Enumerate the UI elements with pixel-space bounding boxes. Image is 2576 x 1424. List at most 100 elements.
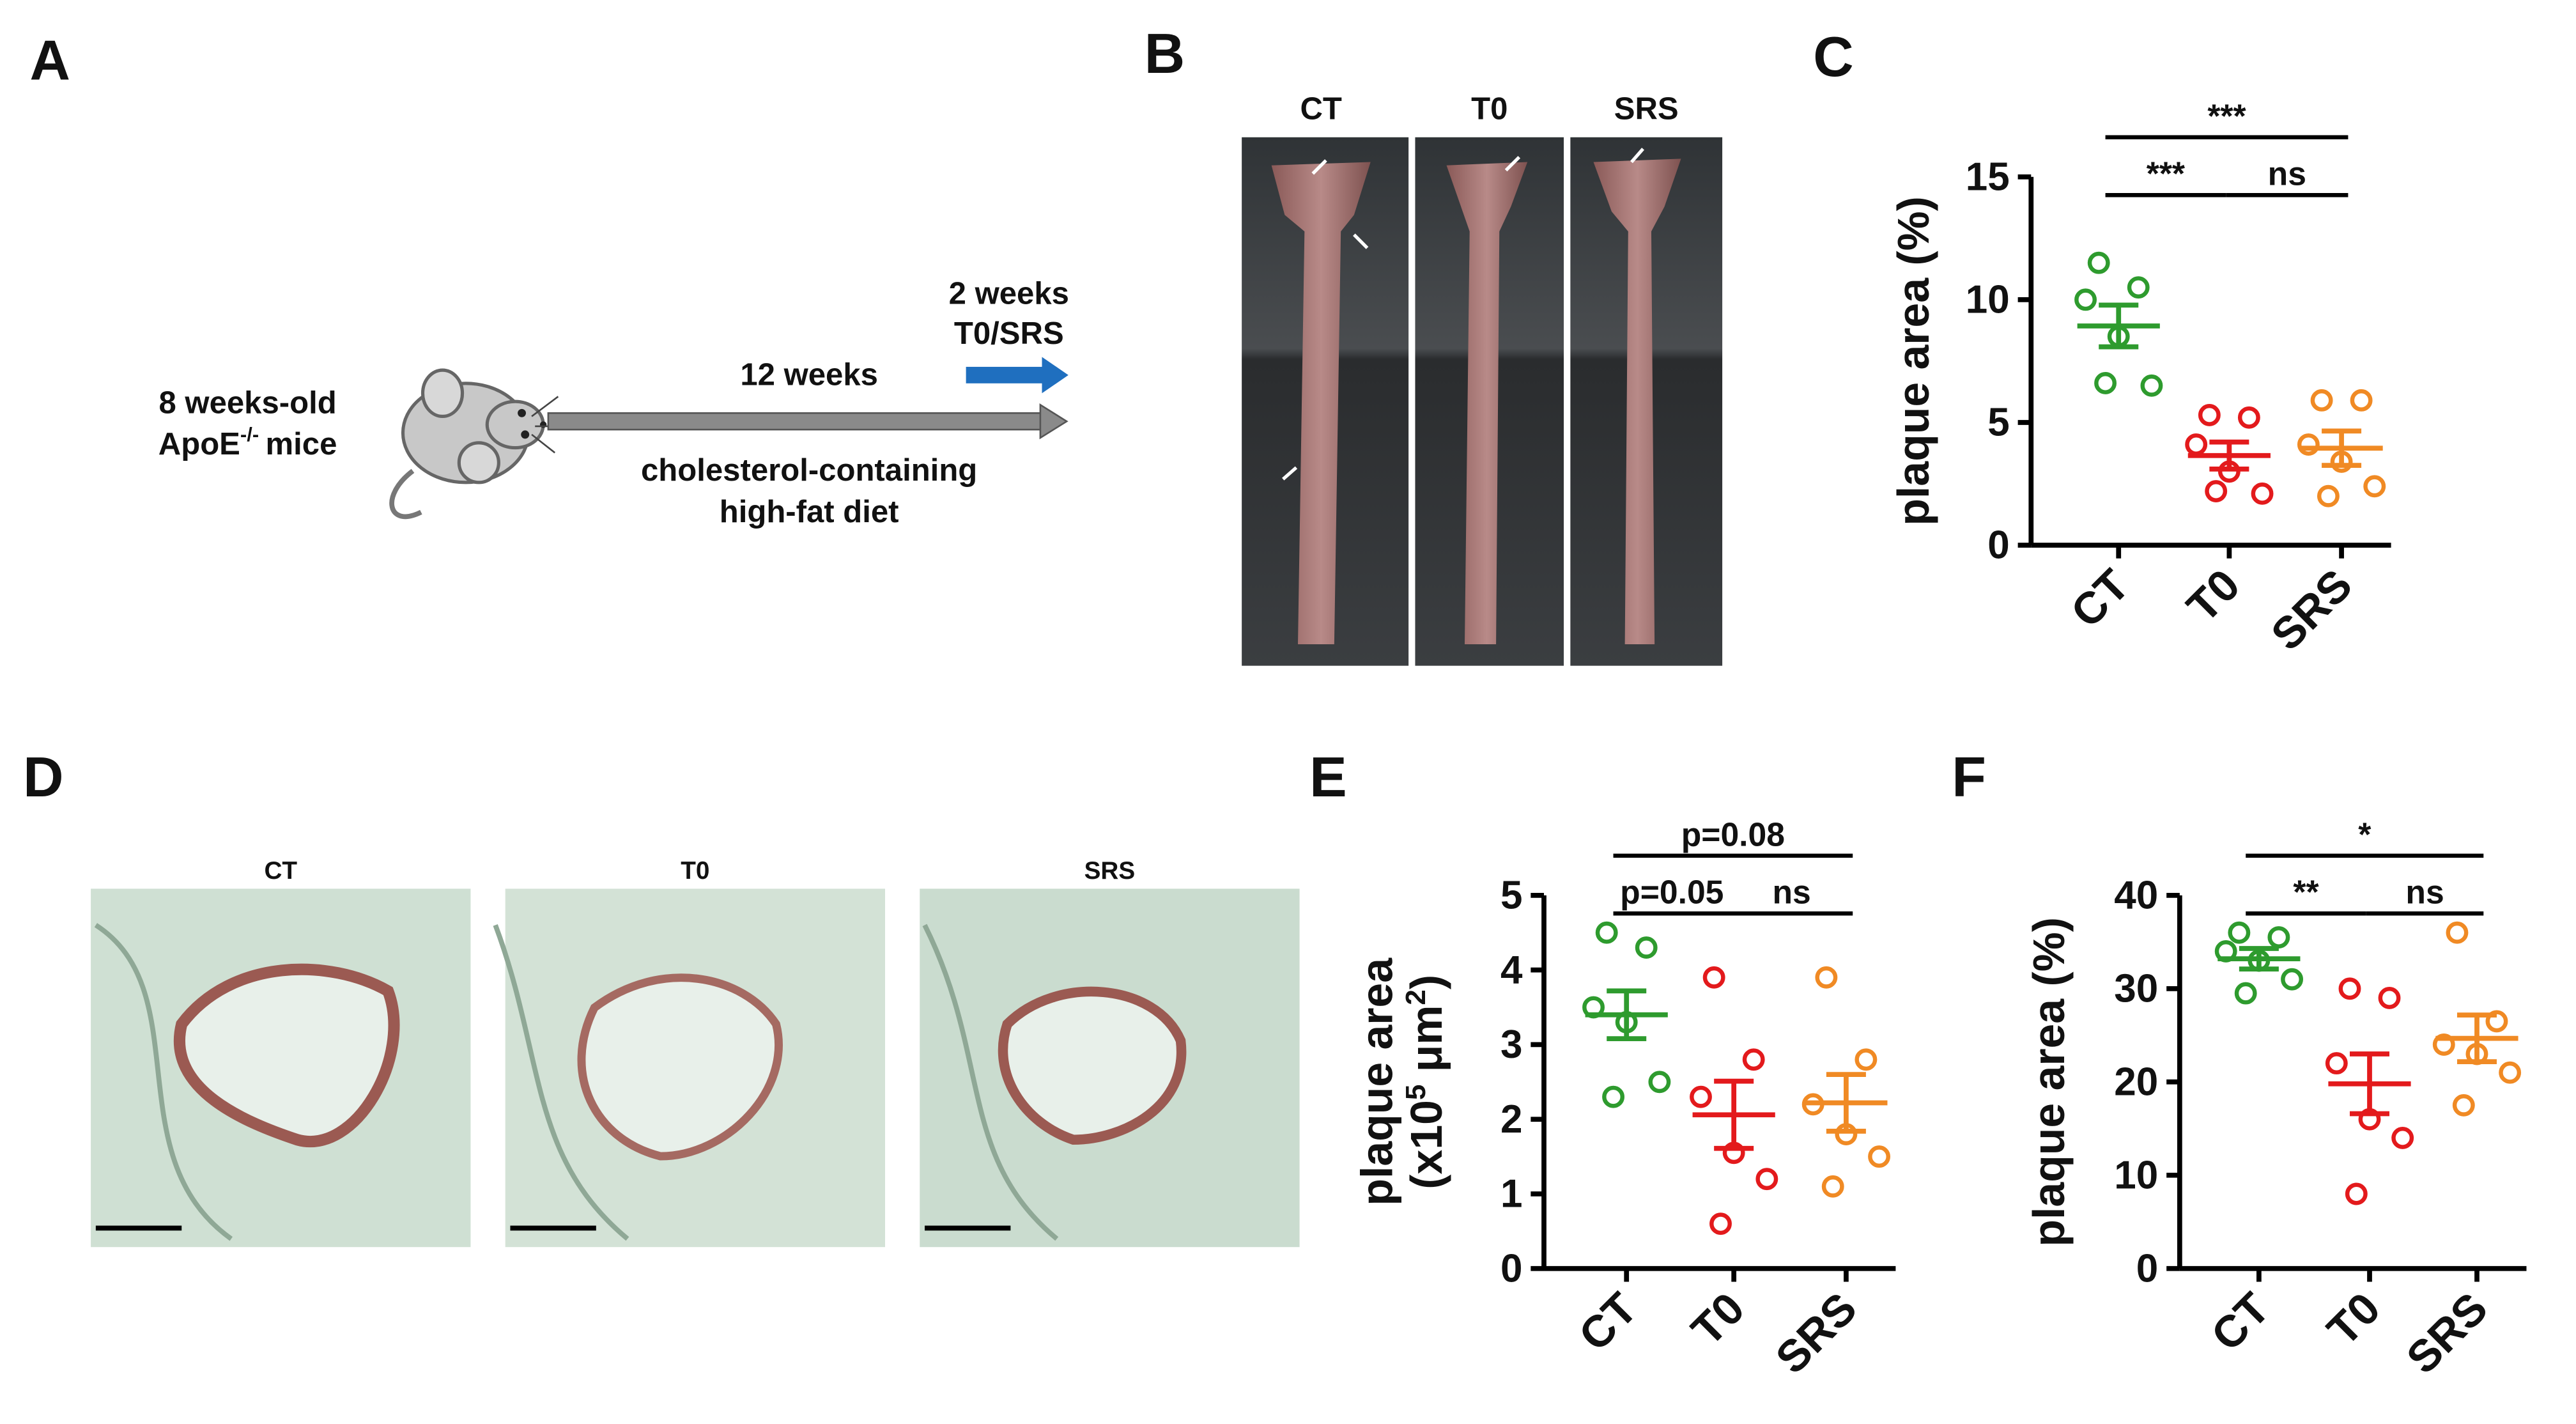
data-point (2074, 288, 2097, 311)
data-point (2378, 986, 2401, 1009)
y-tick-label: 1 (1500, 1172, 1522, 1216)
panel-label: C (1813, 25, 1853, 88)
data-point (2087, 251, 2110, 274)
significance-label: ns (1772, 874, 1810, 911)
diet-label: cholesterol-containing (641, 453, 977, 488)
data-point (1755, 1168, 1778, 1191)
data-point (2185, 433, 2208, 456)
x-tick-label: SRS (2262, 560, 2362, 660)
treatment-label: T0/SRS (954, 316, 1064, 351)
superscript: 5 (1400, 1085, 1431, 1100)
x-tick-label: SRS (2397, 1283, 2497, 1383)
data-point (2432, 1033, 2455, 1056)
mouse-label: 8 weeks-old (158, 385, 336, 420)
data-point (2140, 374, 2163, 397)
data-point (1821, 1175, 1844, 1198)
text: (x10 (1401, 1100, 1451, 1189)
data-point (2267, 926, 2290, 948)
histology-images: CT T0 SRS (91, 857, 1300, 1248)
diet-label: high-fat diet (720, 495, 899, 529)
panel-label: D (23, 745, 63, 809)
data-point (1709, 1212, 1732, 1235)
x-tick-label: T0 (2318, 1283, 2390, 1355)
data-point (2234, 982, 2257, 1005)
data-point (1742, 1048, 1765, 1071)
data-point (2391, 1126, 2414, 1149)
y-tick-label: 0 (2136, 1246, 2158, 1290)
data-point (2281, 968, 2303, 991)
panel-label: B (1145, 22, 1185, 85)
histology-label: SRS (1084, 857, 1136, 885)
data-point (1815, 966, 1838, 989)
x-tick-label: CT (1570, 1283, 1647, 1360)
data-point (2499, 1061, 2522, 1084)
photo-label: CT (1300, 91, 1341, 126)
data-point (1868, 1145, 1891, 1168)
schematic: 8 weeks-old ApoE-/- mice 12 weeks 2 weeks… (158, 277, 1069, 529)
y-tick-label: 2 (1500, 1097, 1522, 1142)
data-point (2198, 403, 2221, 426)
panel-label: A (30, 28, 70, 91)
histology-label: CT (264, 857, 297, 885)
data-point (2317, 484, 2340, 507)
superscript: -/- (240, 423, 259, 445)
x-tick-label: T0 (1682, 1283, 1754, 1355)
x-tick-label: CT (2202, 1283, 2279, 1360)
y-tick-label: 30 (2114, 966, 2158, 1010)
y-tick-label: 5 (1500, 873, 1522, 917)
data-point (2452, 1094, 2475, 1117)
y-tick-label: 10 (2114, 1153, 2158, 1197)
data-point (2228, 921, 2251, 944)
data-point (2350, 389, 2373, 412)
data-point (2251, 482, 2274, 505)
significance-label: ns (2268, 155, 2306, 192)
superscript: 2 (1400, 989, 1431, 1005)
y-tick-label: 3 (1500, 1023, 1522, 1067)
photo-label: SRS (1614, 91, 1679, 126)
y-axis-label: plaque area (1352, 957, 1401, 1206)
significance-label: p=0.08 (1681, 816, 1785, 853)
en-face-photos: CT T0 SRS (1242, 91, 1723, 666)
data-point (2325, 1052, 2348, 1075)
data-point (2363, 475, 2386, 498)
data-point (1595, 921, 1618, 944)
text: μm (1401, 1005, 1451, 1085)
histology-label: T0 (681, 857, 709, 885)
data-point (1602, 1085, 1624, 1108)
y-tick-label: 20 (2114, 1060, 2158, 1104)
duration-label: 12 weeks (740, 357, 878, 392)
text: ApoE (158, 427, 240, 461)
data-point (2338, 977, 2361, 1000)
x-tick-label: CT (2062, 560, 2139, 637)
text: mice (266, 427, 337, 461)
data-point (2297, 433, 2320, 456)
panel-label: F (1952, 745, 1986, 809)
panel-label: E (1309, 745, 1347, 809)
data-point (2094, 372, 2117, 394)
y-tick-label: 4 (1500, 948, 1523, 992)
y-tick-label: 0 (1987, 523, 2009, 568)
y-tick-label: 5 (1987, 401, 2009, 445)
y-tick-label: 0 (1500, 1246, 1522, 1290)
significance-label: ** (2293, 874, 2319, 911)
x-tick-label: SRS (1766, 1283, 1867, 1383)
photo-label: T0 (1471, 91, 1508, 126)
data-point (2310, 389, 2333, 412)
significance-label: *** (2147, 155, 2186, 192)
data-point (1855, 1048, 1878, 1071)
data-point (2446, 921, 2469, 944)
data-point (1702, 966, 1725, 989)
y-axis-label: plaque area (%) (1888, 196, 1938, 526)
significance-label: p=0.05 (1620, 874, 1724, 911)
data-point (1635, 936, 1658, 959)
data-point (2237, 406, 2260, 429)
x-tick-label: T0 (2177, 560, 2249, 632)
y-tick-label: 10 (1966, 278, 2010, 322)
significance-label: * (2358, 816, 2372, 853)
significance-label: ns (2405, 874, 2444, 911)
data-point (1690, 1085, 1712, 1108)
y-tick-label: 40 (2114, 873, 2158, 917)
y-axis-label: plaque area (%) (2024, 917, 2074, 1247)
data-point (2205, 480, 2228, 502)
